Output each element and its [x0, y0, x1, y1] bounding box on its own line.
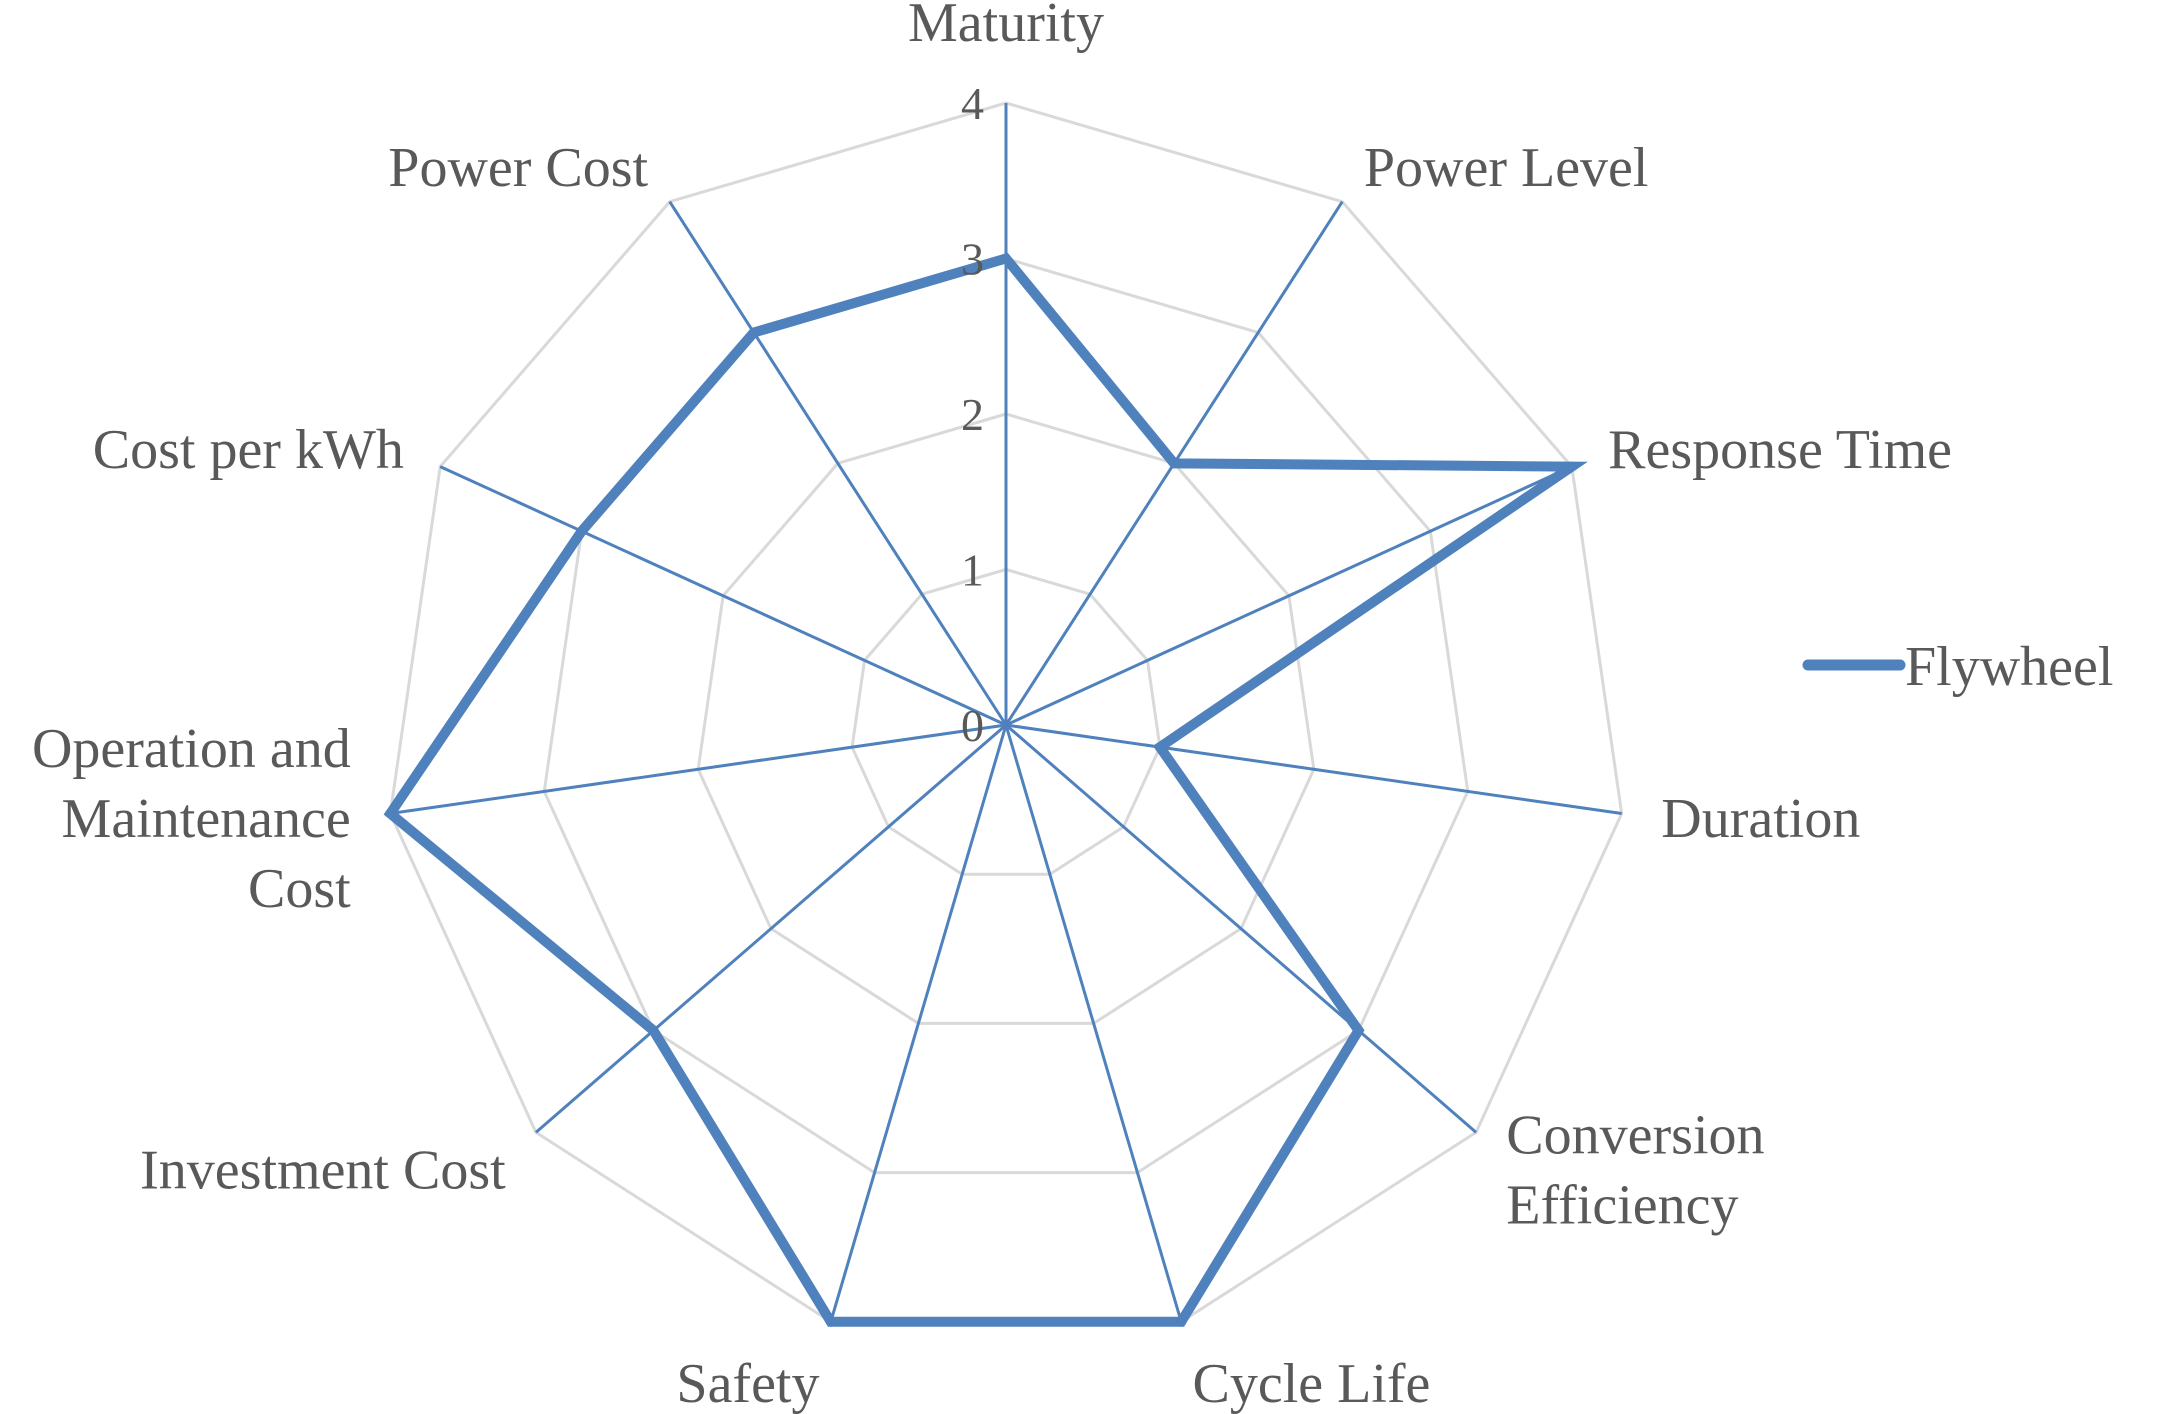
data-point-cost-per-kwh: [576, 526, 587, 537]
data-point-operation-and-maintenance-cost: [385, 808, 396, 819]
axis-label-duration: Duration: [1661, 788, 1860, 850]
tick-label-1: 1: [961, 545, 984, 596]
tick-label-3: 3: [961, 234, 984, 285]
data-point-power-level: [1169, 458, 1180, 469]
tick-label-2: 2: [961, 389, 984, 440]
axis-label-cost-per-kwh: Cost per kWh: [93, 419, 404, 481]
tick-label-0: 0: [961, 700, 984, 751]
data-point-conversion-efficiency: [1353, 1025, 1364, 1036]
axis-label-power-cost: Power Cost: [388, 137, 648, 199]
axis-label-safety: Safety: [676, 1353, 819, 1414]
radar-series: [383, 252, 1588, 1327]
axis-label-conversion-efficiency: Conversion Efficiency: [1506, 1105, 1764, 1237]
grid-ring-2: [696, 412, 1316, 1025]
data-point-safety: [825, 1316, 836, 1327]
radar-category-labels: Maturity Power Level Response Time Duration…: [32, 0, 1952, 1414]
axis-label-maturity: Maturity: [908, 0, 1104, 54]
radar-tick-labels: 0 1 2 3 4: [961, 78, 984, 751]
axis-label-investment-cost: Investment Cost: [140, 1140, 506, 1202]
data-point-response-time: [1566, 461, 1577, 472]
legend: Flywheel: [1802, 636, 2113, 698]
grid-ring-1: [850, 567, 1162, 876]
spoke-operation-and-maintenance-cost: [390, 723, 1007, 816]
data-point-duration: [1154, 742, 1165, 753]
spoke-response-time: [1005, 465, 1573, 727]
spoke-conversion-efficiency: [1005, 723, 1478, 1134]
legend-label-flywheel: Flywheel: [1905, 636, 2113, 698]
data-point-cycle-life: [1176, 1316, 1187, 1327]
axis-label-response-time: Response Time: [1608, 419, 1952, 481]
spoke-safety: [829, 724, 1008, 1323]
spoke-power-cost: [668, 200, 1008, 726]
axis-label-cycle-life: Cycle Life: [1193, 1353, 1431, 1414]
data-point-power-cost: [748, 327, 759, 338]
series-line-flywheel: [383, 252, 1588, 1327]
radar-spokes: [390, 103, 1622, 1323]
spoke-cycle-life: [1004, 724, 1183, 1323]
spoke-investment-cost: [534, 723, 1007, 1134]
tick-label-4: 4: [961, 78, 984, 129]
spoke-duration: [1005, 723, 1622, 816]
spoke-cost-per-kwh: [439, 465, 1007, 727]
axis-label-power-level: Power Level: [1364, 137, 1649, 199]
data-point-maturity: [1001, 253, 1011, 264]
data-point-investment-cost: [648, 1025, 659, 1036]
axis-label-operation-and-maintenance-cost: Operation and Maintenance Cost: [32, 718, 351, 920]
